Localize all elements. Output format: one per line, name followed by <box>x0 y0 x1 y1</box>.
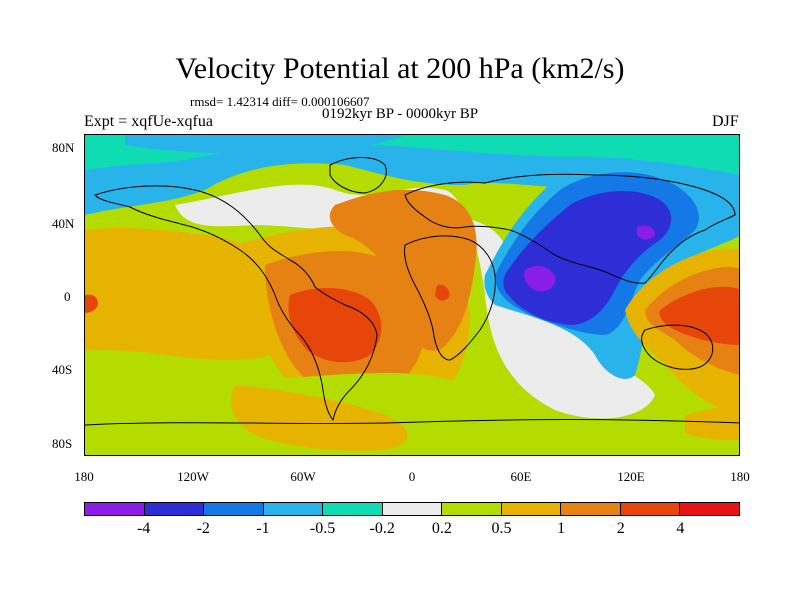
rmsd-diff-stats: rmsd= 1.42314 diff= 0.000106607 <box>190 94 370 109</box>
lon-label-60e: 60E <box>510 469 532 484</box>
colorbar-segment-5 <box>382 503 443 515</box>
antarctica-coast <box>85 419 739 426</box>
lat-label-80n: 80N <box>52 140 75 155</box>
colorbar-label: -0.5 <box>309 520 336 537</box>
band-neg-0.5-north <box>85 135 739 230</box>
band-2-4-edge <box>85 294 98 313</box>
velocity-potential-map <box>84 134 740 456</box>
africa-coast <box>404 235 496 361</box>
colorbar-segment-0 <box>85 503 145 515</box>
band-1-2-africa <box>329 189 477 351</box>
colorbar-segment-8 <box>561 503 621 515</box>
colorbar-label: 4 <box>676 520 685 537</box>
lon-label-120w: 120W <box>177 469 209 484</box>
time-period-label: 0192kyr BP - 0000kyr BP <box>322 106 479 122</box>
lat-label-40n: 40N <box>52 216 75 231</box>
contour-field <box>85 135 739 455</box>
band-neg-2-indian <box>503 190 672 325</box>
band-2-4-africa <box>435 284 450 301</box>
colorbar-label: -0.2 <box>369 520 395 537</box>
lat-label-80s: 80S <box>52 436 73 451</box>
lat-label-eq: 0 <box>64 289 71 304</box>
colorbar-segment-1 <box>144 503 205 515</box>
band-neg-4-indian <box>524 265 556 292</box>
colorbar-label: 2 <box>616 520 625 537</box>
band-0.2-white <box>175 184 655 419</box>
colorbar-segment-2 <box>204 503 264 515</box>
season-label: DJF <box>712 113 739 130</box>
lon-label-180e: 180 <box>730 469 750 484</box>
colorbar <box>84 502 740 516</box>
experiment-label: Expt = xqfUe-xqfua <box>84 113 213 130</box>
band-2-4-americas <box>288 288 382 363</box>
colorbar-label: 0.5 <box>491 520 512 537</box>
colorbar-label: 1 <box>557 520 566 537</box>
australia-coast <box>641 324 714 370</box>
colorbar-label: 0.2 <box>431 520 452 537</box>
lon-label-60w: 60W <box>290 469 316 484</box>
greenland-coast <box>329 157 387 194</box>
lon-label-120e: 120E <box>617 469 645 484</box>
colorbar-label: -2 <box>196 520 210 537</box>
colorbar-label: -1 <box>256 520 270 537</box>
colorbar-segment-3 <box>263 503 324 515</box>
lon-label-180w: 180 <box>74 469 94 484</box>
colorbar-label: -4 <box>136 520 151 537</box>
band-2-4-wpac <box>659 286 739 345</box>
colorbar-segment-10 <box>680 503 740 515</box>
lon-label-0: 0 <box>408 469 416 484</box>
lat-label-40s: 40S <box>52 362 73 377</box>
colorbar-segment-6 <box>442 503 502 515</box>
band-0.5-1-south-atlantic <box>231 385 408 451</box>
band-neg-north-top <box>125 135 405 154</box>
plot-title: Velocity Potential at 200 hPa (km2/s) <box>175 52 625 85</box>
band-neg-4-japan <box>637 225 655 240</box>
coastlines <box>85 157 739 426</box>
colorbar-segment-7 <box>501 503 562 515</box>
colorbar-segment-9 <box>620 503 681 515</box>
colorbar-segment-4 <box>323 503 383 515</box>
americas-coast <box>94 185 378 422</box>
eurasia-coast <box>404 173 736 284</box>
